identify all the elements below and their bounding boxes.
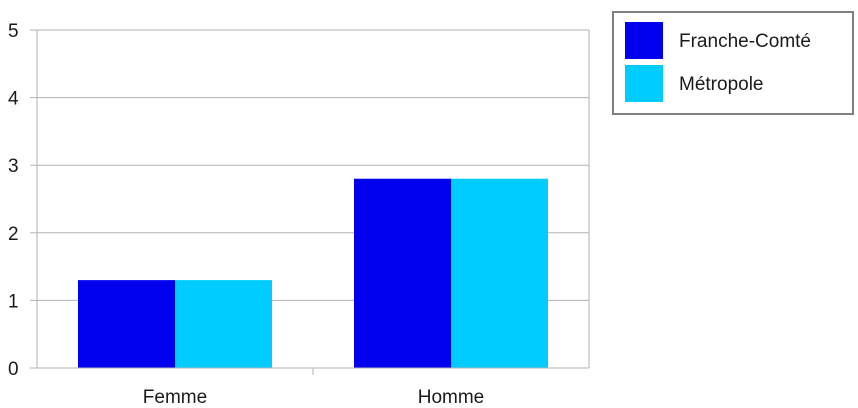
x-tick-labels: Femme Homme [143, 387, 484, 408]
legend-label-1: Métropole [679, 74, 764, 95]
y-tick-label: 3 [8, 156, 19, 177]
y-tick-labels: 0 1 2 3 4 5 [8, 21, 19, 380]
bar-femme-series-0 [78, 280, 175, 368]
x-tick-label: Homme [418, 387, 485, 408]
axes [30, 29, 590, 375]
bar-homme-series-0 [354, 178, 451, 368]
legend-label-0: Franche-Comté [679, 31, 811, 52]
y-tick-label: 5 [8, 21, 19, 42]
y-tick-label: 1 [8, 291, 19, 312]
legend: Franche-Comté Métropole [612, 11, 854, 115]
y-tick-label: 0 [8, 359, 19, 380]
y-tick-label: 2 [8, 224, 19, 245]
bars [78, 178, 548, 368]
legend-swatch-0 [625, 22, 663, 59]
y-tick-label: 4 [8, 89, 19, 110]
x-tick-label: Femme [143, 387, 207, 408]
legend-swatch-1 [625, 65, 663, 102]
bar-femme-series-1 [175, 280, 272, 368]
bar-homme-series-1 [451, 178, 548, 368]
